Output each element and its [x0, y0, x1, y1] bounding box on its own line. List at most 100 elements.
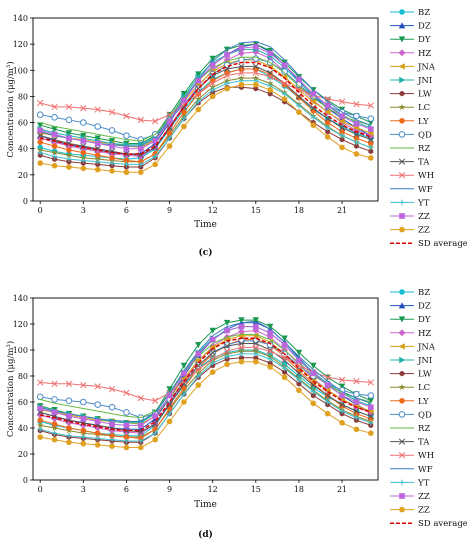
data-point [209, 93, 216, 100]
series-line [40, 43, 372, 155]
data-point [209, 327, 216, 334]
legend-item: JNI [390, 76, 432, 86]
data-point [238, 69, 245, 77]
data-point [80, 105, 87, 112]
data-point [324, 134, 331, 140]
data-point [310, 362, 317, 369]
legend-marker [399, 479, 405, 486]
data-point [281, 365, 288, 371]
data-point [368, 126, 374, 132]
series-line [40, 56, 371, 142]
data-point [180, 362, 188, 369]
data-point [209, 336, 216, 343]
data-point [324, 95, 331, 103]
data-point [367, 413, 374, 420]
data-point [181, 97, 187, 104]
data-point [368, 144, 374, 151]
data-point [123, 422, 130, 429]
data-point [368, 404, 374, 410]
y-axis-label: Concentration (μg/m³) [5, 61, 16, 157]
data-point [51, 430, 58, 436]
data-point [238, 63, 245, 70]
data-point [353, 407, 360, 415]
data-point [281, 374, 288, 381]
legend-label: JNI [417, 76, 432, 86]
data-point [295, 86, 303, 94]
data-point [180, 112, 188, 119]
data-point [51, 380, 58, 387]
plot-frame [32, 297, 379, 481]
data-point [80, 398, 87, 406]
data-point [152, 138, 158, 144]
data-point [209, 80, 216, 87]
series-yt [37, 77, 374, 168]
data-point [353, 135, 360, 142]
data-point [267, 364, 273, 370]
legend-item: RZ [390, 424, 430, 434]
y-tick-label: 20 [18, 171, 28, 180]
legend-label: ZZ [418, 492, 430, 502]
y-tick-label: 40 [18, 424, 28, 433]
legend-marker [398, 22, 406, 29]
data-point [123, 157, 130, 164]
data-point [339, 132, 345, 139]
data-point [51, 131, 58, 138]
data-point [37, 149, 43, 156]
legend-item: HZ [390, 49, 431, 59]
x-tick-label: 21 [337, 206, 347, 215]
legend-marker [399, 76, 406, 84]
data-point [310, 122, 317, 128]
data-point [37, 139, 43, 145]
y-tick-label: 40 [18, 145, 28, 154]
y-tick-label: 100 [13, 66, 28, 75]
legend-marker [399, 289, 405, 295]
data-point [281, 91, 288, 97]
data-point [37, 405, 43, 412]
data-point [37, 160, 43, 166]
data-point [195, 98, 202, 105]
data-point [109, 443, 115, 450]
data-point [238, 358, 245, 365]
data-point [137, 394, 144, 402]
data-point [353, 378, 360, 385]
legend-label: TA [418, 438, 430, 448]
data-point [166, 135, 173, 142]
data-point [152, 161, 158, 168]
data-point [353, 414, 360, 421]
series-ta [37, 340, 374, 436]
data-point [367, 102, 374, 109]
data-point [224, 80, 230, 87]
data-point [354, 143, 359, 149]
x-tick-label: 12 [208, 485, 218, 494]
legend-label: JNA [417, 342, 436, 352]
data-point [36, 122, 44, 129]
data-point [266, 79, 274, 87]
data-point [166, 401, 173, 408]
data-point [296, 381, 302, 387]
data-point [238, 81, 245, 88]
data-point [36, 111, 44, 119]
data-point [195, 342, 202, 349]
data-point [138, 145, 144, 152]
data-point [224, 51, 230, 58]
data-point [353, 112, 360, 120]
data-point [224, 85, 230, 92]
data-point [37, 417, 43, 424]
data-point [80, 381, 87, 389]
legend-marker [398, 158, 406, 165]
data-point [65, 130, 73, 137]
legend-item: RZ [390, 144, 430, 154]
y-tick-label: 120 [13, 320, 28, 329]
data-point [353, 151, 360, 157]
legend-item: DZ [390, 302, 431, 312]
series-line [40, 61, 372, 155]
legend-marker [399, 90, 405, 97]
legend-item: WH [390, 451, 434, 461]
legend-marker [399, 370, 405, 377]
data-point [80, 119, 87, 126]
data-point [209, 355, 216, 363]
legend-label: DZ [418, 302, 431, 312]
data-point [252, 69, 259, 77]
data-point [324, 119, 331, 126]
legend-item: QD [390, 410, 432, 420]
